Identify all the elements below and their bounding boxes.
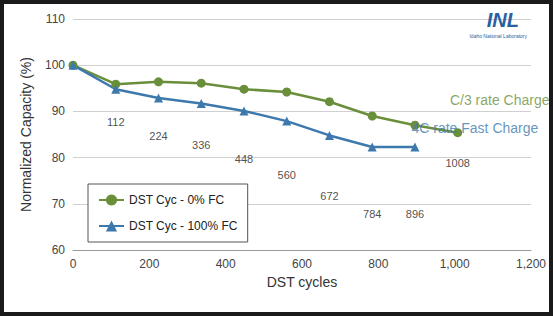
svg-text:448: 448 bbox=[235, 153, 253, 165]
svg-text:112: 112 bbox=[107, 116, 125, 128]
svg-text:4C rate Fast Charge: 4C rate Fast Charge bbox=[411, 120, 538, 136]
svg-text:560: 560 bbox=[278, 169, 296, 181]
svg-text:DST Cyc - 0% FC: DST Cyc - 0% FC bbox=[129, 193, 224, 207]
svg-text:784: 784 bbox=[363, 208, 381, 220]
svg-text:60: 60 bbox=[52, 243, 66, 257]
svg-text:672: 672 bbox=[320, 190, 338, 202]
svg-text:896: 896 bbox=[406, 208, 424, 220]
svg-text:70: 70 bbox=[52, 197, 66, 211]
svg-text:110: 110 bbox=[46, 12, 65, 26]
svg-text:600: 600 bbox=[292, 257, 312, 271]
svg-text:Normalized Capacity (%): Normalized Capacity (%) bbox=[18, 57, 34, 212]
svg-text:1,000: 1,000 bbox=[440, 257, 470, 271]
svg-text:Idaho National Laboratory: Idaho National Laboratory bbox=[469, 33, 527, 39]
svg-text:90: 90 bbox=[52, 104, 66, 118]
svg-text:C/3 rate Charge: C/3 rate Charge bbox=[450, 92, 549, 108]
svg-text:1008: 1008 bbox=[445, 157, 469, 169]
svg-text:400: 400 bbox=[216, 257, 236, 271]
svg-text:80: 80 bbox=[52, 151, 66, 165]
svg-text:336: 336 bbox=[192, 139, 210, 151]
svg-text:1,200: 1,200 bbox=[516, 257, 546, 271]
svg-text:100: 100 bbox=[45, 58, 65, 72]
svg-text:200: 200 bbox=[139, 257, 159, 271]
svg-text:DST Cyc - 100% FC: DST Cyc - 100% FC bbox=[129, 219, 238, 233]
svg-text:0: 0 bbox=[70, 257, 77, 271]
svg-text:224: 224 bbox=[149, 130, 167, 142]
svg-text:INL: INL bbox=[487, 9, 519, 31]
svg-text:800: 800 bbox=[368, 257, 388, 271]
svg-text:DST cycles: DST cycles bbox=[267, 274, 338, 290]
